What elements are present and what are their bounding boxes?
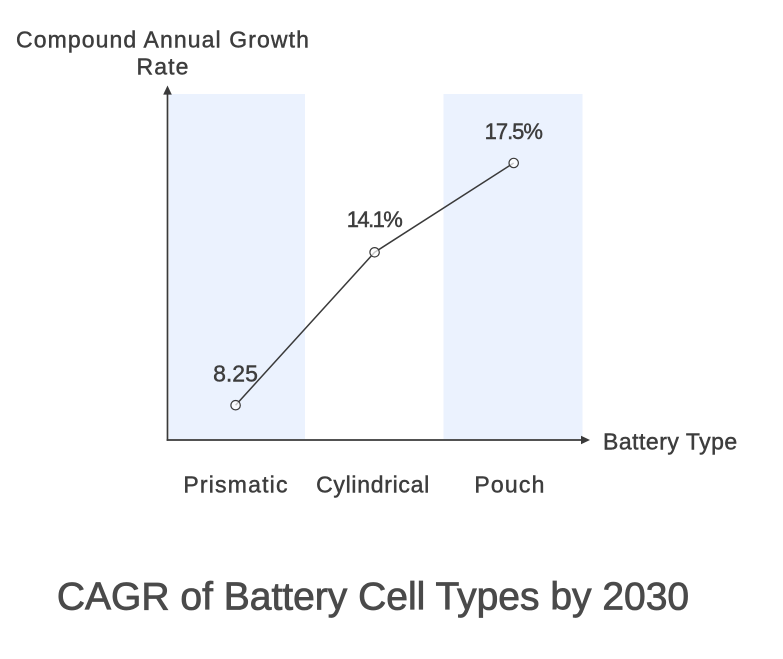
svg-text:17.5%: 17.5% [485,119,543,144]
svg-text:Prismatic: Prismatic [183,471,288,497]
svg-text:Pouch: Pouch [474,471,545,497]
svg-text:Battery Type: Battery Type [603,429,738,455]
svg-text:8.25: 8.25 [213,360,258,386]
svg-text:Compound Annual Growth: Compound Annual Growth [16,27,310,53]
svg-text:Cylindrical: Cylindrical [316,471,430,497]
svg-text:Rate: Rate [137,54,190,80]
svg-text:14.1%: 14.1% [347,207,402,232]
svg-text:CAGR of Battery Cell Types by: CAGR of Battery Cell Types by 2030 [57,576,689,619]
